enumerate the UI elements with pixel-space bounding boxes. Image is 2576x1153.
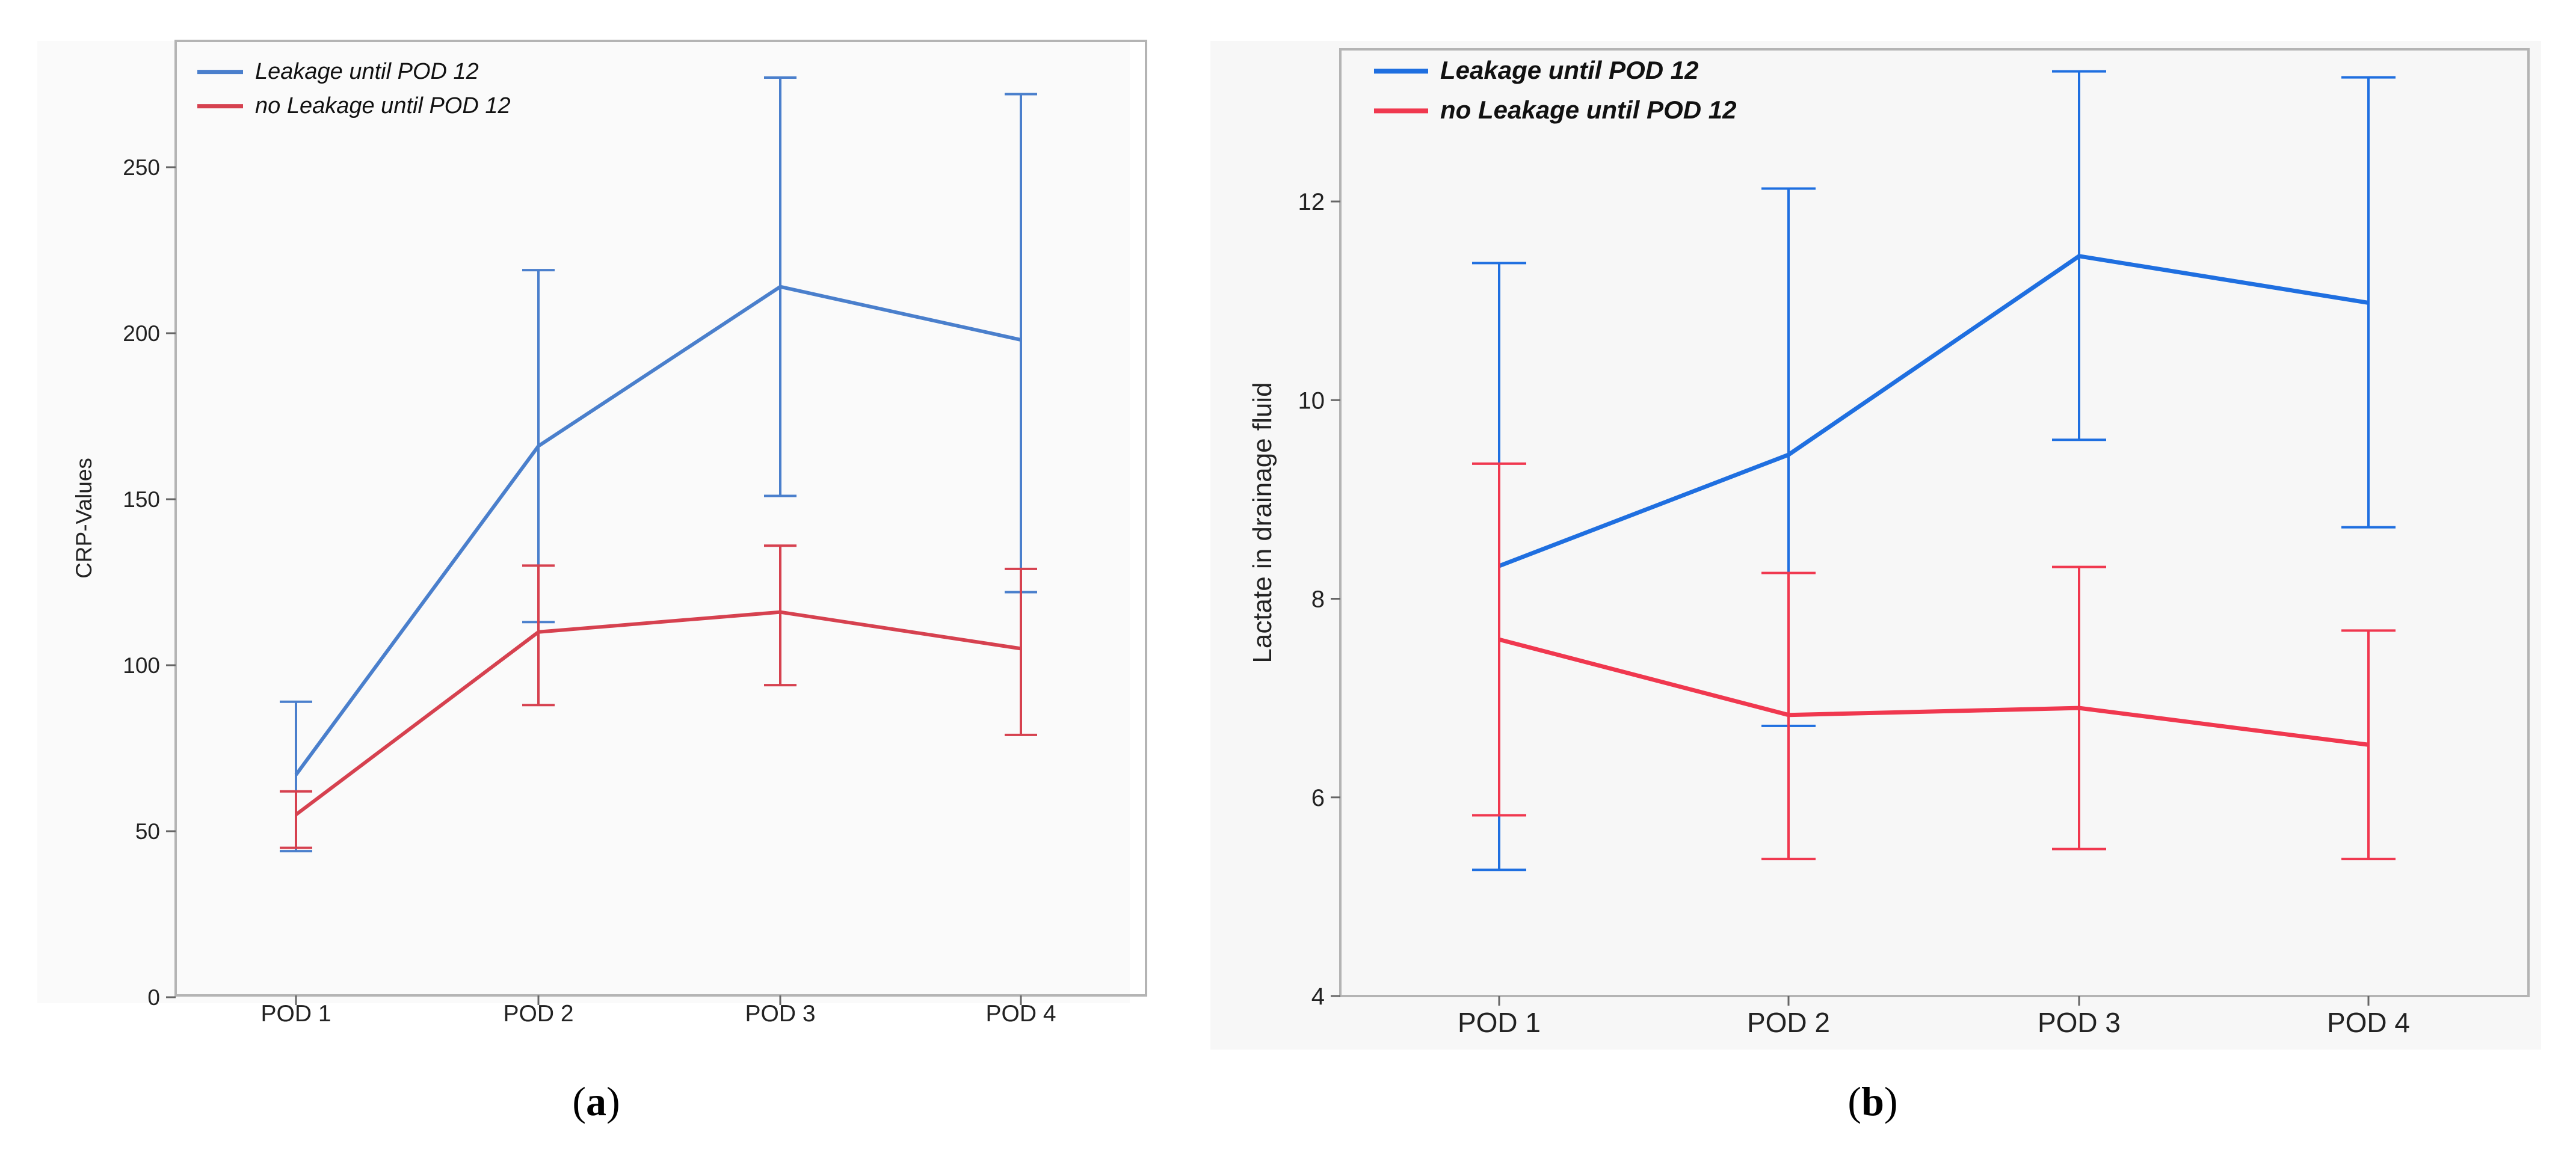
series-line — [1498, 254, 2369, 568]
x-tick-label: POD 4 — [985, 1001, 1056, 1027]
legend-label: Leakage until POD 12 — [1440, 56, 1698, 84]
plot-frame — [1339, 48, 2530, 997]
x-tick-label: POD 4 — [2327, 1007, 2410, 1038]
caption-a-close: ) — [606, 1078, 620, 1124]
caption-a-letter: a — [586, 1078, 606, 1124]
y-tick-label: 250 — [123, 155, 160, 180]
x-tick-label: POD 2 — [1747, 1007, 1830, 1038]
panel-background — [37, 41, 1130, 1003]
series-no-leakage — [1472, 462, 2396, 861]
y-tick-label: 200 — [123, 321, 160, 346]
y-tick-label: 0 — [147, 985, 160, 1010]
y-axis-label: Lactate in drainage fluid — [1248, 382, 1277, 663]
x-tick-label: POD 2 — [503, 1001, 573, 1027]
series-line — [295, 610, 1021, 816]
caption-b-close: ) — [1884, 1078, 1898, 1124]
legend-label: Leakage until POD 12 — [255, 59, 479, 84]
caption-b-letter: b — [1861, 1078, 1884, 1124]
y-tick-label: 12 — [1298, 189, 1325, 215]
caption-a-open: ( — [572, 1078, 586, 1124]
y-tick-label: 10 — [1298, 387, 1325, 414]
y-tick-label: 150 — [123, 487, 160, 512]
plot-frame — [174, 40, 1147, 997]
panel-caption-b: (b) — [1813, 1078, 1933, 1125]
legend-label: no Leakage until POD 12 — [1440, 96, 1736, 124]
y-tick-label: 50 — [135, 819, 160, 844]
series-no-leakage — [280, 544, 1037, 849]
y-tick-label: 6 — [1311, 785, 1325, 811]
x-tick-label: POD 3 — [2038, 1007, 2121, 1038]
legend-label: no Leakage until POD 12 — [255, 93, 511, 118]
panel-background — [1210, 41, 2541, 1050]
y-tick-label: 4 — [1311, 983, 1325, 1010]
series-line — [1499, 637, 2369, 747]
x-tick-label: POD 1 — [1458, 1007, 1541, 1038]
y-tick-label: 100 — [123, 653, 160, 678]
panel-caption-a: (a) — [536, 1078, 656, 1125]
y-axis-label: CRP-Values — [72, 458, 96, 579]
legend: Leakage until POD 12 no Leakage until POD… — [197, 59, 511, 118]
chart-panel-a: 0 50 100 150 200 250 POD 1 POD 2 POD 3 POD 4 CRP-V… — [37, 40, 1147, 1027]
x-tick-label: POD 3 — [745, 1001, 815, 1027]
x-tick-label: POD 1 — [260, 1001, 331, 1027]
chart-panel-b: 4 6 8 10 12 POD 1 POD 2 POD 3 POD 4 Lactate in dr… — [1210, 41, 2541, 1050]
legend: Leakage until POD 12 no Leakage until POD… — [1374, 56, 1736, 124]
caption-b-open: ( — [1847, 1078, 1862, 1124]
y-tick-label: 8 — [1311, 586, 1325, 613]
series-line — [294, 284, 1021, 776]
